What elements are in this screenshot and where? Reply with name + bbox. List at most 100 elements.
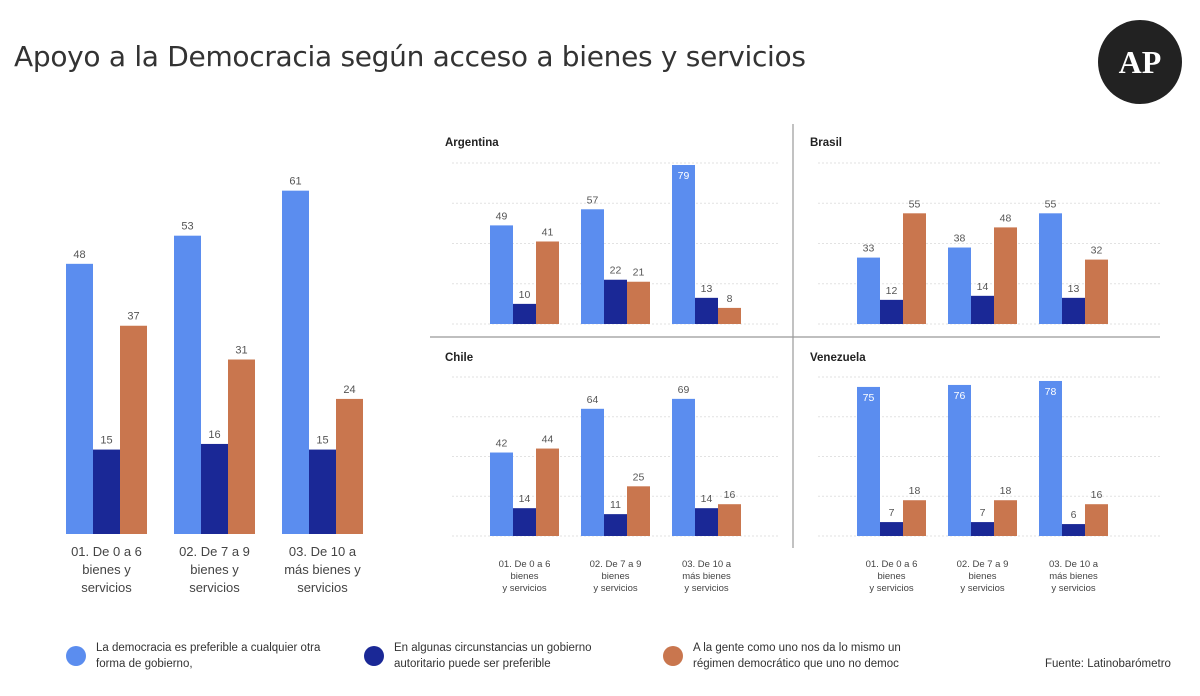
bar	[627, 281, 650, 324]
data-label: 48	[73, 249, 85, 261]
data-label: 22	[610, 265, 622, 277]
data-label: 10	[519, 289, 531, 301]
bar	[513, 508, 536, 536]
data-label: 7	[980, 507, 986, 519]
category-label: 03. De 10 a más bienes y servicios	[1049, 559, 1099, 594]
data-label: 13	[701, 283, 713, 295]
legend-label-series1: La democracia es preferible a cualquier …	[96, 642, 321, 670]
data-label: 6	[1071, 509, 1077, 521]
data-label: 25	[633, 471, 645, 483]
data-label: 33	[863, 243, 875, 255]
data-label: 32	[1091, 245, 1103, 257]
bar	[536, 241, 559, 324]
data-label: 14	[519, 493, 531, 505]
data-label: 14	[701, 493, 713, 505]
data-label: 13	[1068, 283, 1080, 295]
legend-label-series2: En algunas circunstancias un gobierno au…	[394, 642, 592, 670]
bar	[490, 225, 513, 324]
bar	[581, 408, 604, 536]
bar	[718, 504, 741, 536]
data-label: 42	[496, 438, 508, 450]
chart-overall: 48 15 37 01. De 0 a 6 bienes y servicios 53 16 3…	[66, 176, 363, 595]
data-label: 57	[587, 194, 599, 206]
bar	[695, 508, 718, 536]
chart-venezuela: Venezuela 75 7 18 01. De 0 a 6 bienes y servic…	[810, 352, 1160, 594]
chart-argentina: Argentina 49 10 41 57 22 21 79 13 8	[445, 137, 780, 325]
bar	[336, 398, 363, 534]
data-label: 8	[727, 293, 733, 305]
legend-label-series3: A la gente como uno nos da lo mismo un r…	[693, 642, 901, 670]
data-label: 38	[954, 233, 966, 245]
data-label: 24	[343, 384, 355, 396]
chart-brasil: Brasil 33 12 55 38 14 48 55 13 32	[810, 137, 1160, 325]
data-label: 55	[909, 198, 921, 210]
panel-title: Chile	[445, 352, 473, 364]
data-label: 15	[316, 435, 328, 447]
data-label: 53	[181, 221, 193, 233]
source-note: Fuente: Latinobarómetro	[1045, 658, 1171, 670]
bar	[1062, 297, 1085, 324]
data-label: 44	[542, 434, 554, 446]
data-label: 7	[889, 507, 895, 519]
data-label: 41	[542, 226, 554, 238]
ap-logo: AP	[1098, 20, 1182, 104]
page-title: Apoyo a la Democracia según acceso a bie…	[14, 40, 806, 73]
data-label: 49	[496, 210, 508, 222]
bar	[604, 514, 627, 536]
data-label: 78	[1045, 386, 1057, 398]
bar	[672, 398, 695, 536]
bar	[994, 500, 1017, 536]
bar	[971, 522, 994, 536]
legend-item-series3: A la gente como uno nos da lo mismo un r…	[663, 640, 923, 672]
category-label: 01. De 0 a 6 bienes y servicios	[866, 559, 918, 594]
bar	[903, 500, 926, 536]
category-label: 02. De 7 a 9 bienes y servicios	[957, 559, 1009, 594]
bar	[282, 190, 309, 534]
bar	[880, 522, 903, 536]
bar	[718, 307, 741, 324]
bar	[174, 235, 201, 534]
bar	[228, 359, 255, 534]
bar	[66, 263, 93, 534]
data-label: 11	[610, 499, 621, 511]
category-label: 03. De 10 a más bienes y servicios	[682, 559, 732, 594]
data-label: 75	[863, 392, 875, 404]
bar	[903, 213, 926, 324]
bar	[880, 299, 903, 324]
category-label: 02. De 7 a 9 bienes y servicios	[590, 559, 642, 594]
panel-title: Brasil	[810, 137, 842, 149]
category-label: 01. De 0 a 6 bienes y servicios	[499, 559, 551, 594]
category-label: 01. De 0 a 6 bienes y servicios	[71, 544, 142, 595]
data-label: 61	[289, 176, 301, 188]
legend-item-series1: La democracia es preferible a cualquier …	[66, 640, 346, 672]
bar	[672, 165, 695, 324]
panel-title: Venezuela	[810, 352, 866, 364]
data-label: 76	[954, 390, 966, 402]
bar	[581, 209, 604, 324]
bar	[695, 297, 718, 324]
bar	[513, 303, 536, 324]
bar	[994, 227, 1017, 324]
bar	[948, 384, 971, 536]
data-label: 37	[127, 311, 139, 323]
category-label: 03. De 10 a más bienes y servicios	[284, 544, 361, 595]
bar	[1062, 524, 1085, 536]
charts-area: 48 15 37 01. De 0 a 6 bienes y servicios 53 16 3…	[66, 124, 1160, 595]
legend-item-series2: En algunas circunstancias un gobierno au…	[364, 640, 614, 672]
data-label: 14	[977, 281, 989, 293]
bar	[1085, 259, 1108, 324]
bar	[201, 443, 228, 534]
data-label: 18	[909, 485, 921, 497]
legend-swatch-series1	[66, 646, 86, 666]
data-label: 21	[633, 267, 645, 279]
bar	[120, 325, 147, 534]
bar	[1085, 504, 1108, 536]
data-label: 16	[724, 489, 736, 501]
bar	[857, 257, 880, 324]
data-label: 48	[1000, 212, 1012, 224]
data-label: 64	[587, 394, 599, 406]
bar	[1039, 380, 1062, 536]
legend-swatch-series2	[364, 646, 384, 666]
panel-title: Argentina	[445, 137, 499, 149]
legend: La democracia es preferible a cualquier …	[0, 640, 1200, 680]
